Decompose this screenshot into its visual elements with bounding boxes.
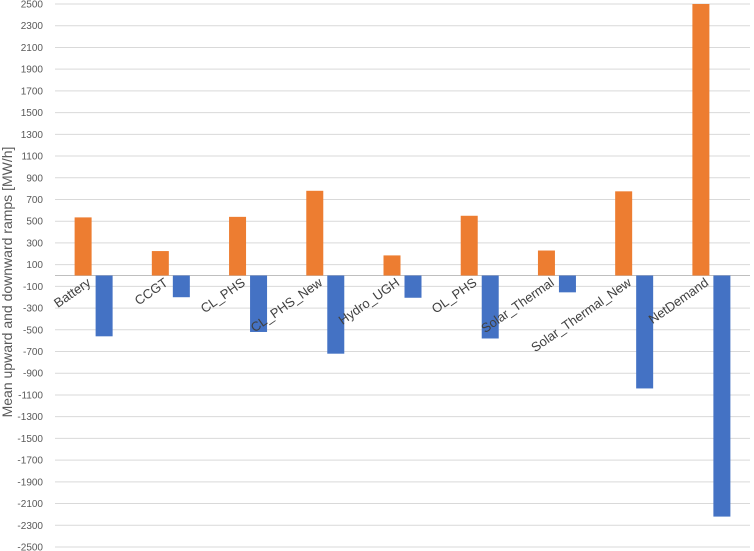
y-tick-label: -900	[23, 369, 43, 380]
y-tick-label: -2500	[17, 543, 43, 551]
y-tick-label: -1500	[17, 434, 43, 445]
category-label: Hydro_UGH	[336, 275, 403, 328]
bar-upward-ccgt	[151, 251, 169, 276]
y-tick-label: 500	[26, 217, 43, 228]
y-tick-label: 1500	[21, 108, 44, 119]
category-label: CL_PHS	[198, 274, 248, 315]
y-tick-label: 2100	[21, 43, 44, 54]
y-tick-label: -1700	[17, 456, 43, 467]
y-tick-label: -2300	[17, 521, 43, 532]
category-label: CCGT	[132, 275, 171, 308]
bar-upward-hydro-ugh	[383, 255, 401, 276]
y-tick-label: -1900	[17, 477, 43, 488]
y-tick-label: 1300	[21, 130, 44, 141]
category-label: NetDemand	[646, 275, 711, 327]
y-tick-label: 700	[26, 195, 43, 206]
bar-upward-ol-phs	[460, 215, 478, 276]
y-tick-label: 100	[26, 260, 43, 271]
bar-downward-cl-phs	[250, 275, 268, 332]
y-tick-label: -1300	[17, 412, 43, 423]
bar-upward-battery	[74, 217, 92, 276]
y-tick-label: -2100	[17, 499, 43, 510]
bar-upward-solar-thermal	[537, 250, 555, 276]
y-tick-label: -1100	[18, 390, 43, 401]
y-tick-label: -700	[23, 347, 43, 358]
bar-downward-solar-thermal-new	[636, 275, 654, 389]
bar-downward-cl-phs-new	[327, 275, 345, 354]
y-axis-title: Mean upward and downward ramps [MW/h]	[0, 147, 15, 418]
category-label: OL_PHS	[429, 274, 480, 316]
bar-downward-netdemand	[713, 275, 731, 517]
bar-downward-solar-thermal	[558, 275, 576, 293]
y-tick-label: 900	[26, 173, 43, 184]
bar-upward-solar-thermal-new	[615, 191, 633, 276]
bar-downward-battery	[95, 275, 113, 337]
y-tick-label: -500	[23, 325, 43, 336]
y-tick-label: -300	[23, 304, 43, 315]
category-labels: Battery CCGT CL_PHS CL_PHS_New Hydro_UGH OL_P…	[51, 274, 711, 355]
y-tick-label: 300	[26, 238, 43, 249]
y-tick-label: 1100	[21, 152, 43, 163]
y-tick-labels: 2500 2300 2100 1900 1700 1500 1300 1100 900 700 50…	[17, 0, 43, 551]
bar-downward-ccgt	[172, 275, 190, 298]
y-tick-label: -100	[23, 282, 43, 293]
bar-upward-cl-phs-new	[306, 190, 324, 276]
bar-upward-cl-phs	[229, 216, 247, 276]
y-tick-label: 1700	[21, 86, 44, 97]
y-tick-label: 2300	[21, 21, 44, 32]
gridlines	[55, 3, 750, 548]
bars	[74, 4, 731, 517]
bar-downward-ol-phs	[481, 275, 499, 339]
bar-upward-netdemand	[692, 4, 710, 276]
category-label: Battery	[51, 274, 94, 310]
y-tick-label: 1900	[21, 65, 44, 76]
y-tick-label: 2500	[21, 0, 44, 11]
bar-downward-hydro-ugh	[404, 275, 422, 298]
